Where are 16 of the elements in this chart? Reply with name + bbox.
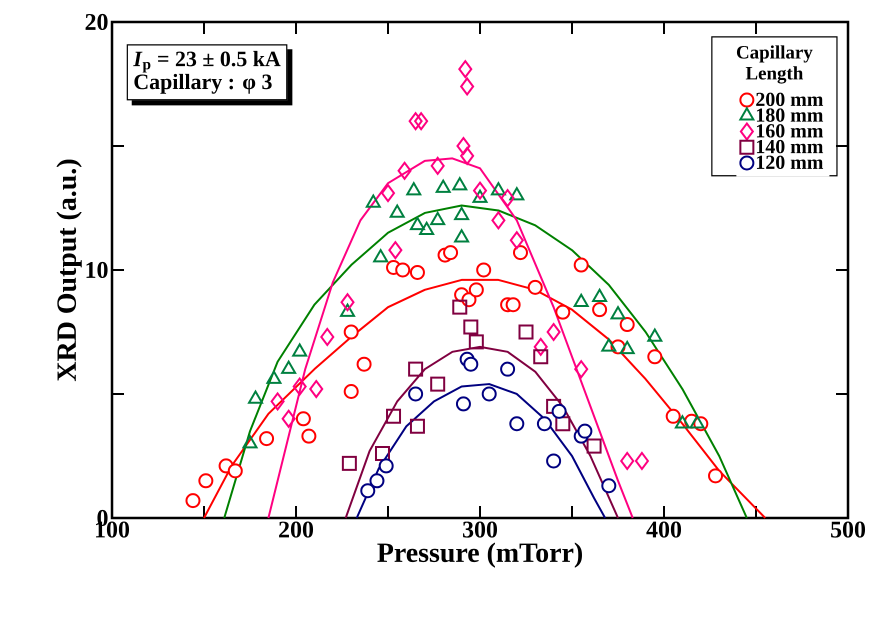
legend-label: 120 mm [756,156,824,170]
x-tick-label: 400 [646,522,682,538]
annotation: I$_{p}$ = 23 ± 0.5 kA [133,50,281,72]
y-tick-label: 10 [86,262,108,278]
annotation: Capillary : φ 3 [134,74,272,94]
legend-label: 160 mm [756,124,824,138]
x-tick-label: 200 [279,522,314,538]
y-tick-label: 20 [86,14,108,30]
legend-label: 200 mm [756,92,824,106]
legend-title: Capillary Length [736,45,813,84]
legend-label: 180 mm [756,108,824,122]
x-axis-title: Pressure (mTorr) [377,542,582,568]
y-axis-title: XRD Output (a.u.) [56,160,82,382]
x-tick-label: 300 [462,522,498,538]
legend-label: 140 mm [756,140,824,154]
x-tick-label: 500 [831,522,866,538]
